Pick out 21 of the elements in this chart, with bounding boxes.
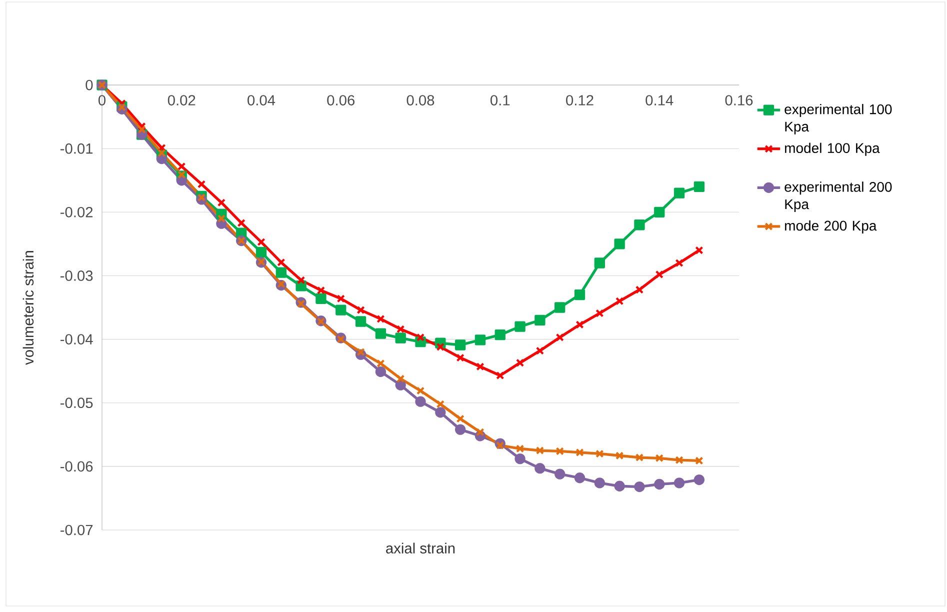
x-tick-label: 0.04 (248, 95, 276, 106)
y-tick-label: -0.03 (60, 270, 93, 281)
y-tick-label: 0 (86, 80, 93, 90)
legend-label: mode 200 Kpa (785, 220, 877, 234)
x-tick-label: 0.12 (566, 95, 594, 106)
y-tick-label: -0.07 (60, 524, 93, 536)
x-tick-label: 0.02 (168, 95, 196, 106)
x-tick-label: 0 (98, 95, 106, 106)
x-tick-label: 0.1 (490, 95, 510, 106)
legend-label: model 100 Kpa (785, 142, 880, 156)
y-tick-label: -0.02 (60, 206, 93, 218)
x-tick-label: 0.08 (406, 95, 434, 106)
x-tick-label: 0.06 (327, 95, 354, 106)
y-axis-title: volumeteric strain (22, 251, 34, 365)
y-tick-label: -0.04 (60, 334, 93, 344)
y-tick-label: -0.01 (60, 143, 93, 154)
x-tick-label: 0.14 (646, 95, 674, 106)
x-tick-label: 0.16 (725, 95, 753, 106)
y-tick-label: -0.05 (60, 398, 93, 408)
y-tick-label: -0.06 (60, 461, 93, 472)
x-axis-title: axial strain (386, 542, 455, 554)
